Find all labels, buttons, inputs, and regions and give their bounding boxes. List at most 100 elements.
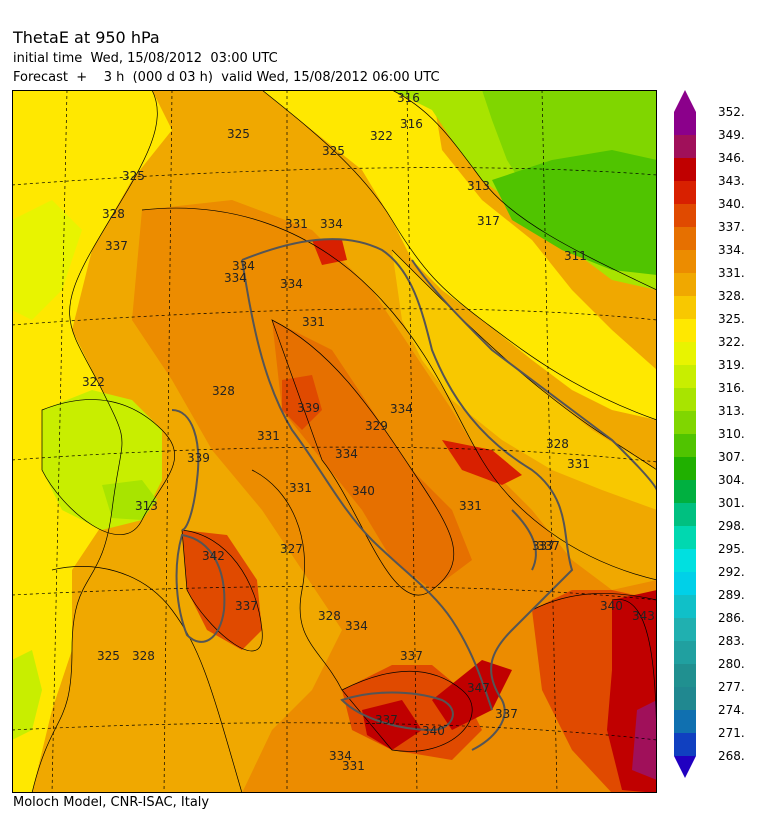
- contour-label: 334: [224, 271, 247, 285]
- colorbar-segment: [674, 549, 696, 572]
- contour-label: 339: [297, 401, 320, 415]
- contour-label: 327: [280, 542, 303, 556]
- colorbar-label: 274.: [718, 703, 745, 717]
- contour-label: 329: [365, 419, 388, 433]
- colorbar-label: 325.: [718, 312, 745, 326]
- contour-label: 325: [97, 649, 120, 663]
- colorbar-segment: [674, 112, 696, 135]
- light-green-southwest: [12, 650, 42, 740]
- colorbar-label: 343.: [718, 174, 745, 188]
- contour-label: 322: [82, 375, 105, 389]
- yellow-band-north: [262, 90, 657, 420]
- colorbar-bottom-arrow: [674, 756, 696, 778]
- red-adriatic: [442, 440, 522, 485]
- colorbar-label: 331.: [718, 266, 745, 280]
- colorbar-label: 319.: [718, 358, 745, 372]
- colorbar-segment: [674, 135, 696, 158]
- contour-label: 331: [567, 457, 590, 471]
- colorbar-label: 346.: [718, 151, 745, 165]
- contour-label: 337: [375, 713, 398, 727]
- green-blob-west: [102, 480, 157, 520]
- colorbar-segment: [674, 618, 696, 641]
- colorbar-label: 328.: [718, 289, 745, 303]
- colorbar-label: 316.: [718, 381, 745, 395]
- red-center: [282, 375, 322, 430]
- contour-label: 334: [232, 259, 255, 273]
- colorbar-segment: [674, 457, 696, 480]
- contour-label: 328: [546, 437, 569, 451]
- colorbar-segment: [674, 664, 696, 687]
- contour-lines: [31, 90, 657, 793]
- colorbar-segment: [674, 227, 696, 250]
- lat-lon-grid: [12, 90, 657, 793]
- yellow-band-adriatic: [392, 250, 657, 510]
- deep-red-east: [632, 700, 657, 780]
- contour-label: 337: [105, 239, 128, 253]
- thetae-map: 316 316 325 322 325 313 331 334 337 334 …: [12, 90, 657, 793]
- light-green-northwest: [12, 200, 82, 320]
- contour-label: 316: [400, 117, 423, 131]
- colorbar-segment: [674, 572, 696, 595]
- contour-label: 337: [532, 539, 555, 553]
- contour-label: 328: [212, 384, 235, 398]
- colorbar-segment: [674, 503, 696, 526]
- contour-label: 340: [600, 599, 623, 613]
- contour-label: 316: [397, 91, 420, 105]
- contour-label: 331: [459, 499, 482, 513]
- contour-label: 334: [280, 277, 303, 291]
- contour-label: 328: [132, 649, 155, 663]
- contour-label: 334: [320, 217, 343, 231]
- colorbar-segment: [674, 434, 696, 457]
- contour-label: 347: [467, 681, 490, 695]
- colorbar-segment: [674, 204, 696, 227]
- colorbar-top-arrow: [674, 90, 696, 112]
- contour-label: 342: [202, 549, 225, 563]
- colorbar-label: 283.: [718, 634, 745, 648]
- red-north: [312, 240, 347, 265]
- colorbar-label: 304.: [718, 473, 745, 487]
- contour-label: 343: [632, 609, 655, 623]
- colorbar-segment: [674, 319, 696, 342]
- green-region-core: [492, 150, 657, 275]
- colorbar-label: 340.: [718, 197, 745, 211]
- colorbar-label: 286.: [718, 611, 745, 625]
- orange-sardinia: [182, 530, 262, 650]
- colorbar-segment: [674, 480, 696, 503]
- contour-label: 325: [122, 169, 145, 183]
- contour-label: 340: [422, 724, 445, 738]
- colorbar-segment: [674, 296, 696, 319]
- contour-label: 322: [370, 129, 393, 143]
- contour-label: 313: [467, 179, 490, 193]
- colorbar-label: 277.: [718, 680, 745, 694]
- colorbar-segment: [674, 733, 696, 756]
- colorbar-segment: [674, 710, 696, 733]
- map-frame: [12, 90, 657, 793]
- initial-time: initial time Wed, 15/08/2012 03:00 UTC: [13, 51, 278, 66]
- colorbar-label: 289.: [718, 588, 745, 602]
- contour-label: 331: [302, 315, 325, 329]
- colorbar-segment: [674, 273, 696, 296]
- colorbar-segment: [674, 181, 696, 204]
- colorbar-label: 334.: [718, 243, 745, 257]
- colorbar-segment: [674, 687, 696, 710]
- colorbar-segment: [674, 641, 696, 664]
- colorbar-label: 337.: [718, 220, 745, 234]
- colorbar-label: 268.: [718, 749, 745, 763]
- model-credit: Moloch Model, CNR-ISAC, Italy: [13, 795, 210, 810]
- colorbar-segment: [674, 526, 696, 549]
- contour-label: 331: [342, 759, 365, 773]
- colorbar: 352. 349. 346. 343. 340. 337. 334. 331. 328. 325.…: [674, 90, 745, 778]
- contour-label: 313: [135, 499, 158, 513]
- contour-label: 340: [352, 484, 375, 498]
- contour-label: 325: [227, 127, 250, 141]
- colorbar-segment: [674, 342, 696, 365]
- contour-label: 334: [329, 749, 352, 763]
- contour-label: 331: [289, 481, 312, 495]
- colorbar-label: 301.: [718, 496, 745, 510]
- contour-label: 311: [564, 249, 587, 263]
- colorbar-label: 310.: [718, 427, 745, 441]
- colorbar-label: 352.: [718, 105, 745, 119]
- contour-label: 331: [285, 217, 308, 231]
- colorbar-segment: [674, 595, 696, 618]
- contour-label-group: 316 316 325 322 325 313 331 334 337 334 …: [82, 91, 655, 773]
